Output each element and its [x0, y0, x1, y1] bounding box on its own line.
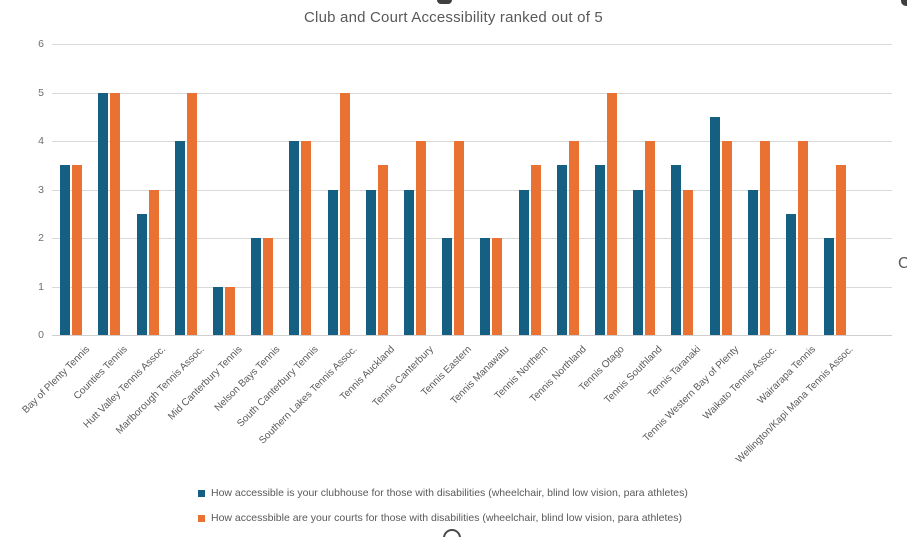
legend-label-courts: How accessbible are your courts for thos… — [211, 512, 682, 524]
bar-courts — [645, 141, 656, 335]
bar-clubhouse — [480, 238, 491, 335]
bar-courts — [224, 286, 235, 335]
bar-clubhouse — [594, 165, 605, 335]
legend-label-clubhouse: How accessible is your clubhouse for tho… — [211, 487, 688, 499]
bar-courts — [72, 165, 83, 335]
gridline-y1 — [52, 286, 892, 288]
bar-courts — [148, 189, 159, 335]
bar-courts — [683, 189, 694, 335]
bar-courts — [721, 141, 732, 335]
bar-clubhouse — [60, 165, 71, 335]
y-tick-label-5: 5 — [38, 86, 44, 99]
gridline-y4 — [52, 141, 892, 142]
cropped-corner-fragment — [901, 0, 907, 6]
y-tick-label-4: 4 — [38, 135, 44, 147]
bar-courts — [836, 165, 847, 335]
bar-clubhouse — [98, 92, 109, 335]
bar-courts — [186, 92, 197, 335]
y-tick-label-3: 3 — [38, 183, 44, 196]
bar-courts — [377, 165, 388, 335]
cropped-circle-fragment — [443, 529, 461, 537]
gridline-y0 — [52, 335, 892, 336]
gridline-y5 — [52, 92, 892, 94]
legend-swatch-courts-icon — [198, 514, 205, 522]
legend-swatch-clubhouse-icon — [198, 489, 205, 497]
cropped-glyph-right: C — [898, 255, 907, 272]
bar-clubhouse — [633, 189, 644, 335]
y-tick-label-1: 1 — [38, 280, 44, 293]
bar-courts — [606, 92, 617, 335]
bar-clubhouse — [289, 141, 300, 335]
cropped-text-fragment-top — [437, 0, 452, 4]
bar-courts — [454, 141, 465, 335]
bar-clubhouse — [747, 189, 758, 335]
bar-courts — [110, 92, 121, 335]
bar-clubhouse — [824, 238, 835, 335]
bar-clubhouse — [403, 189, 414, 335]
x-axis-label: Waikato Tennis Assoc. — [701, 344, 780, 423]
bar-clubhouse — [785, 213, 796, 335]
bar-courts — [339, 92, 350, 335]
y-tick-label-2: 2 — [38, 232, 44, 244]
bar-clubhouse — [518, 189, 529, 335]
bar-courts — [530, 165, 541, 335]
gridline-y6 — [52, 44, 892, 45]
bar-clubhouse — [327, 189, 338, 335]
bar-clubhouse — [671, 165, 682, 335]
bar-clubhouse — [212, 286, 223, 335]
bar-courts — [301, 141, 312, 335]
chart-title: Club and Court Accessibility ranked out … — [304, 9, 603, 26]
bar-clubhouse — [251, 238, 262, 335]
bar-clubhouse — [136, 213, 147, 335]
bar-courts — [797, 141, 808, 335]
bar-courts — [759, 141, 770, 335]
bar-clubhouse — [556, 165, 567, 335]
legend-item-courts: How accessbible are your courts for thos… — [198, 512, 682, 524]
bar-clubhouse — [365, 189, 376, 335]
gridline-y2 — [52, 238, 892, 239]
bar-courts — [263, 238, 274, 335]
x-axis-label: Bay of Plenty Tennis — [20, 344, 92, 416]
y-tick-label-6: 6 — [38, 38, 44, 50]
bar-courts — [492, 238, 503, 335]
bar-courts — [415, 141, 426, 335]
bar-clubhouse — [442, 238, 453, 335]
bar-clubhouse — [174, 141, 185, 335]
x-axis-label: Nelson Bays Tennis — [213, 344, 283, 414]
y-tick-label-0: 0 — [38, 329, 44, 341]
x-axis-label: Mid Canterbury Tennis — [166, 344, 245, 423]
gridline-y3 — [52, 189, 892, 191]
bar-courts — [568, 141, 579, 335]
bar-clubhouse — [709, 116, 720, 335]
legend-item-clubhouse: How accessible is your clubhouse for tho… — [198, 487, 688, 499]
